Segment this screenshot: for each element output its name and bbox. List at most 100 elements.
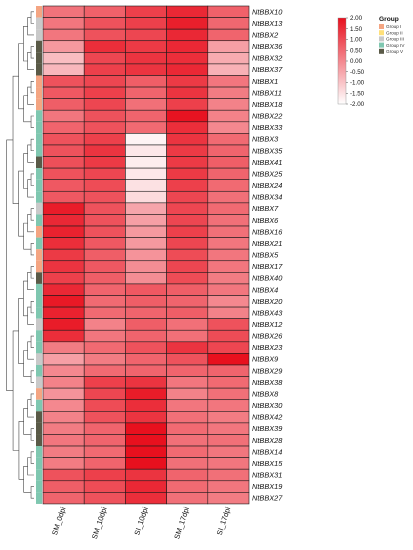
row-label: NtBBX32 [252, 54, 282, 63]
heatmap-cell [83, 75, 126, 88]
heatmap-cell [125, 341, 167, 354]
heatmap-cell [42, 248, 85, 262]
dendrogram-branch [30, 11, 34, 24]
heatmap-cell [166, 283, 209, 296]
heatmap-cell [83, 399, 126, 412]
heatmap-cell [125, 109, 167, 123]
heatmap-cell [125, 376, 167, 389]
heatmap-cell [42, 63, 85, 76]
dendrogram-branch [30, 335, 34, 348]
row-label: NtBBX12 [252, 320, 282, 329]
dendrogram-branch [27, 86, 34, 105]
heatmap-cell [42, 179, 85, 192]
heatmap-cell [166, 179, 209, 192]
heatmap-cell [42, 434, 85, 447]
heatmap-cell [166, 98, 209, 111]
heatmap-cell [83, 492, 126, 505]
heatmap-cell [42, 86, 85, 99]
dendrogram-branch [18, 421, 24, 480]
heatmap-cell [207, 144, 250, 157]
row-label: NtBBX6 [252, 216, 279, 225]
heatmap-cell [83, 28, 126, 42]
heatmap-cell [207, 434, 250, 447]
row-label: NtBBX18 [252, 100, 283, 109]
heatmap-cell [166, 167, 209, 180]
heatmap-cell [166, 63, 209, 76]
row-label: NtBBX38 [252, 378, 283, 387]
dendrogram-branch [30, 486, 34, 499]
dendrogram-branch [23, 280, 28, 317]
group-swatch [36, 98, 42, 111]
dendrogram-branch [27, 52, 34, 70]
heatmap-cell [125, 260, 167, 273]
heatmap-cell [166, 17, 209, 30]
heatmap-cell [166, 353, 209, 366]
heatmap-cell [83, 63, 126, 76]
heatmap-cell [125, 283, 167, 296]
heatmap-cell [207, 214, 250, 227]
heatmap-cell [207, 283, 250, 296]
group-swatch [36, 29, 42, 41]
column-label: SM_17dpi [172, 505, 191, 540]
heatmap-cell [83, 457, 126, 470]
heatmap-cell [83, 260, 126, 273]
group-swatch [36, 295, 42, 308]
dendrogram-branch [23, 350, 32, 377]
dendrogram-branch [18, 170, 24, 237]
heatmap-cell [207, 133, 250, 146]
heatmap-cell [166, 399, 209, 412]
dendrogram-branch [23, 25, 28, 62]
color-bar-tick-label: -1.00 [350, 80, 365, 87]
heatmap-cell [207, 353, 250, 366]
heatmap-cell [125, 399, 167, 412]
dendrogram-branch [30, 208, 34, 221]
heatmap-cell [83, 40, 126, 53]
row-label: NtBBX8 [252, 389, 279, 398]
heatmap-cell [166, 272, 209, 285]
heatmap-cell [125, 306, 167, 319]
dendrogram-branch [30, 115, 34, 128]
heatmap-cell [166, 75, 209, 88]
heatmap-cell [125, 40, 167, 53]
row-label: NtBBX33 [252, 123, 283, 132]
row-label: NtBBX13 [252, 19, 283, 28]
heatmap-cell [207, 86, 250, 99]
heatmap-cell [42, 283, 85, 296]
dendrogram-branch [12, 330, 19, 451]
heatmap-cell [125, 179, 167, 192]
heatmap-cell [125, 410, 167, 424]
heatmap-cell [125, 98, 167, 111]
heatmap-cell [83, 422, 126, 435]
heatmap-cell [125, 156, 167, 169]
heatmap-cell [125, 5, 167, 18]
heatmap-cell [125, 52, 167, 65]
dendrogram-branch [27, 457, 34, 476]
group-swatch [36, 457, 42, 470]
row-label: NtBBX36 [252, 42, 283, 51]
heatmap-cell [42, 445, 85, 458]
row-label: NtBBX37 [252, 65, 283, 74]
heatmap-cell [166, 156, 209, 169]
group-swatch [36, 434, 42, 447]
heatmap-cell [125, 237, 167, 250]
heatmap-cell [207, 40, 250, 53]
color-bar-tick-label: -2.00 [350, 101, 365, 108]
heatmap-cell [42, 202, 85, 215]
heatmap-cell [207, 179, 250, 192]
heatmap-cell [207, 468, 250, 482]
group-legend-swatch [379, 36, 384, 42]
group-swatch [36, 492, 42, 504]
heatmap-cell [83, 410, 126, 424]
dendrogram-branch [30, 370, 34, 383]
heatmap-cell [207, 480, 250, 493]
heatmap-cell [42, 353, 85, 366]
group-swatch [36, 202, 42, 215]
heatmap-cell [42, 214, 85, 227]
heatmap-cell [83, 225, 126, 238]
heatmap-cell [207, 156, 250, 169]
group-swatch [36, 75, 42, 88]
heatmap-cell [83, 98, 126, 111]
group-legend-swatch [379, 30, 384, 36]
heatmap-cell [42, 260, 85, 273]
heatmap-cell [166, 52, 209, 65]
